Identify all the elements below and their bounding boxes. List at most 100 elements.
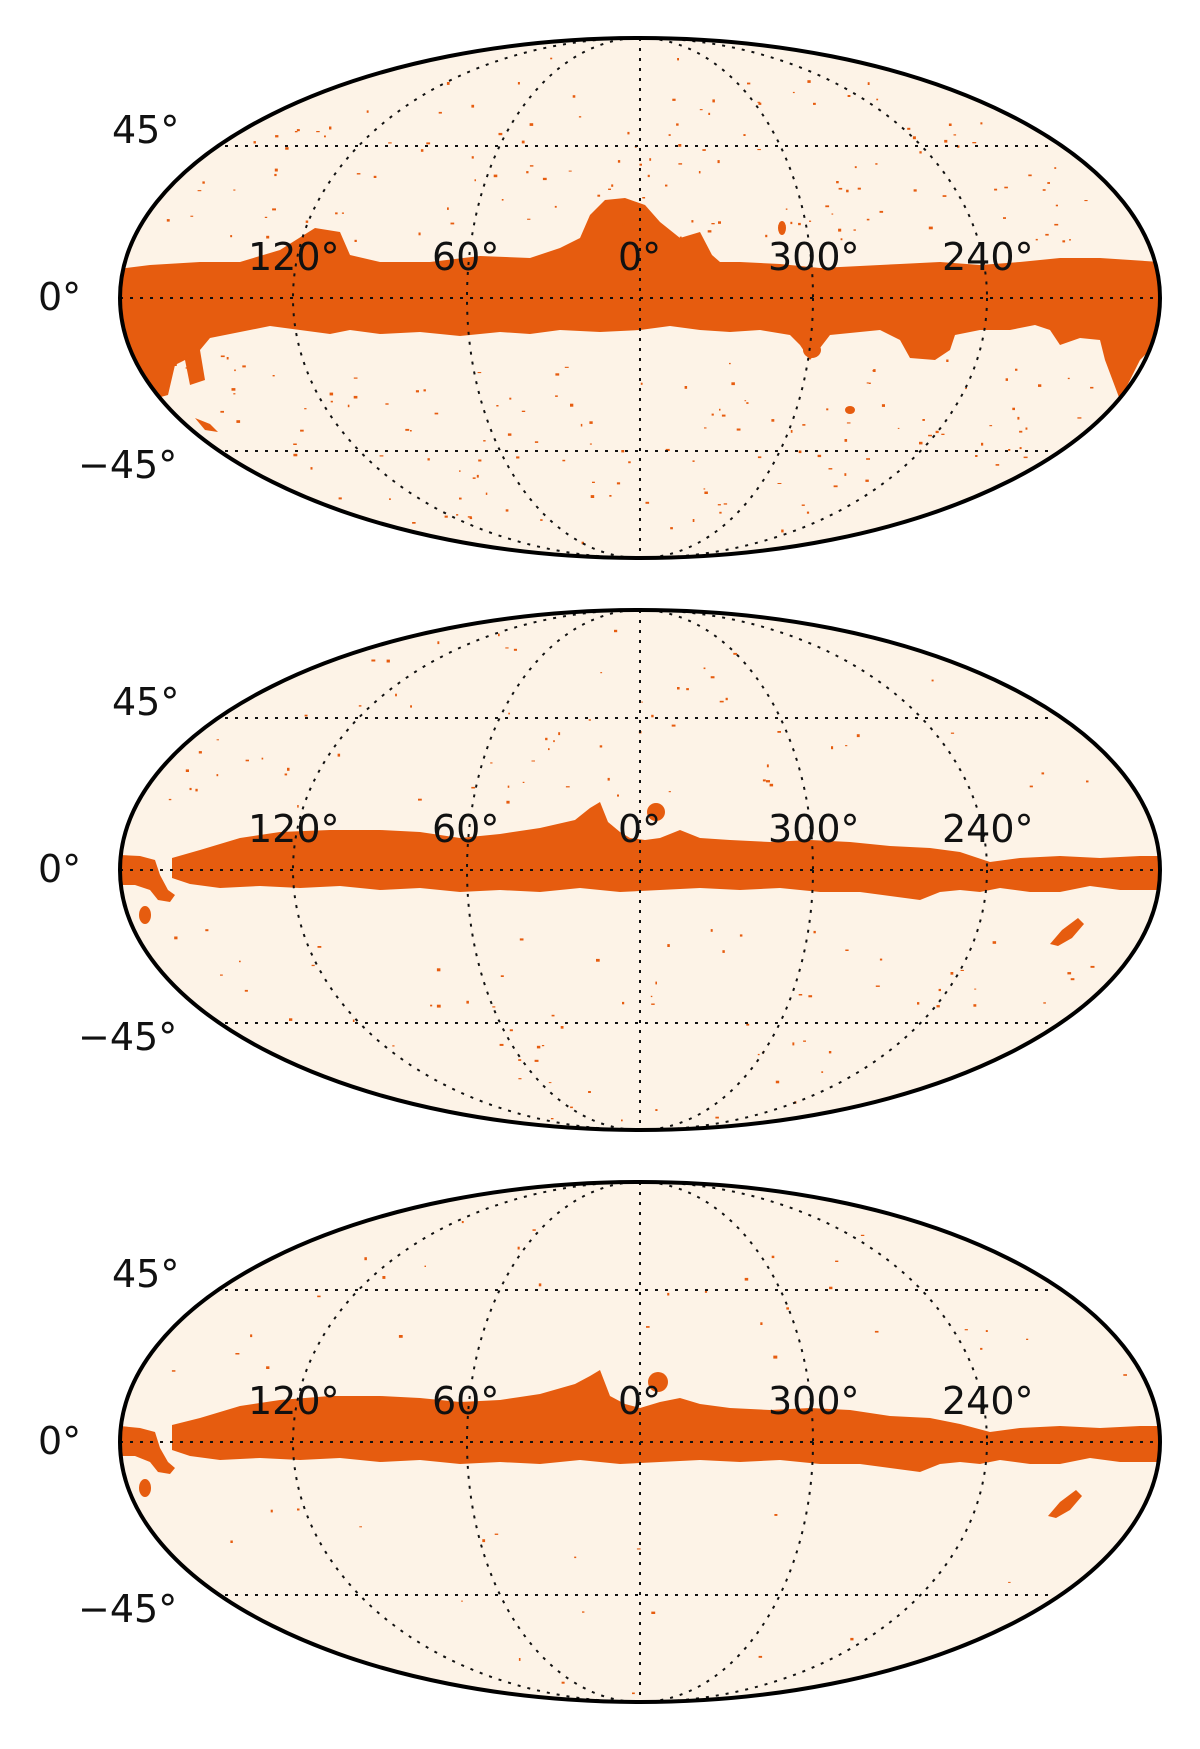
mask-speck — [845, 949, 849, 951]
mask-speck — [721, 414, 726, 417]
mask-speck — [1042, 189, 1046, 191]
lon-label-240: 240° — [942, 235, 1034, 279]
mask-speck — [485, 492, 488, 495]
mask-speck — [507, 785, 510, 788]
mask-speck — [352, 1019, 355, 1022]
mask-speck — [561, 1681, 565, 1684]
mask-speck — [420, 149, 424, 152]
mask-speck — [846, 189, 849, 193]
mask-speck — [707, 230, 712, 233]
mask-blob — [647, 803, 665, 821]
mask-speck — [774, 1514, 778, 1516]
mask-regions — [120, 1370, 1160, 1518]
mask-speck — [436, 1004, 441, 1008]
mask-speck — [831, 213, 834, 215]
mask-speck — [757, 1053, 760, 1056]
mask-speck — [197, 190, 202, 192]
mask-speck — [941, 433, 945, 435]
mask-speck — [771, 419, 775, 422]
mask-speck — [641, 701, 643, 703]
mask-speck — [195, 788, 198, 792]
mask-speck — [833, 485, 838, 488]
mask-speck — [476, 474, 479, 478]
lon-label-60: 60° — [432, 235, 499, 279]
mask-speck — [792, 1042, 795, 1046]
mask-speck — [472, 477, 476, 479]
mask-speck — [518, 1078, 522, 1080]
mask-speck — [828, 468, 833, 470]
mask-speck — [649, 158, 652, 161]
mask-speck — [335, 212, 338, 215]
mask-speck — [676, 123, 679, 126]
mask-blob — [139, 1479, 151, 1497]
lat-label-45: 45° — [112, 108, 179, 152]
mask-speck — [907, 127, 911, 130]
mask-speck — [310, 467, 313, 470]
mask-speck — [641, 235, 644, 239]
mask-speck — [386, 659, 390, 663]
mask-speck — [616, 482, 621, 485]
mask-speck — [490, 762, 493, 764]
mask-speck — [226, 357, 229, 360]
mask-speck — [655, 1109, 658, 1111]
mask-speck — [482, 1539, 486, 1543]
mask-speck — [1090, 965, 1095, 968]
mask-speck — [703, 667, 706, 670]
mask-speck — [560, 1026, 564, 1029]
mask-speck — [385, 403, 389, 405]
mask-speck — [550, 1118, 554, 1120]
mask-speck — [640, 382, 643, 385]
mask-speck — [578, 116, 582, 118]
mask-speck — [879, 210, 884, 213]
mask-speck — [508, 712, 510, 715]
mask-speck — [777, 731, 781, 733]
mask-speck — [264, 216, 268, 218]
mask-speck — [565, 786, 570, 788]
mask-speck — [771, 1255, 775, 1259]
mask-speck — [531, 760, 535, 762]
mask-speck — [434, 412, 439, 415]
mask-speck — [234, 369, 236, 372]
mask-speck — [395, 693, 397, 697]
mask-speck — [671, 724, 676, 727]
mask-speck — [790, 430, 793, 433]
mask-speck — [765, 234, 768, 238]
mask-speck — [1054, 167, 1057, 169]
mask-speck — [838, 228, 842, 232]
mask-speck — [1012, 407, 1015, 411]
mask-speck — [802, 424, 806, 426]
mask-speck — [711, 223, 715, 225]
mask-speck — [538, 1283, 542, 1287]
mask-speck — [506, 800, 510, 804]
mask-speck — [1008, 449, 1011, 451]
mask-speck — [500, 975, 504, 977]
mask-speck — [574, 1556, 577, 1559]
mask-speck — [825, 205, 830, 208]
mask-speck — [293, 443, 297, 445]
mask-speck — [762, 779, 766, 782]
mask-speck — [233, 393, 236, 395]
mask-speck — [220, 974, 223, 976]
mask-speck — [1028, 174, 1032, 177]
mask-speck — [329, 392, 334, 396]
mask-speck — [427, 458, 430, 461]
mask-speck — [646, 1326, 650, 1328]
mask-speck — [233, 189, 236, 191]
mask-speck — [668, 238, 672, 240]
mask-speck — [266, 235, 270, 239]
mask-speck — [517, 1246, 520, 1250]
mask-speck — [781, 529, 784, 533]
mask-speck — [866, 458, 870, 460]
mask-speck — [1090, 386, 1094, 389]
mask-speck — [829, 1286, 833, 1290]
mask-speck — [719, 700, 724, 703]
mask-speck — [879, 958, 883, 961]
mask-speck — [392, 1045, 395, 1047]
mask-speck — [532, 1229, 536, 1231]
mask-blob — [778, 221, 786, 235]
mask-blob — [195, 418, 218, 432]
lon-label-240: 240° — [942, 1379, 1034, 1423]
lon-label-240: 240° — [942, 807, 1034, 851]
mask-speck — [944, 139, 948, 143]
mask-speck — [813, 930, 816, 934]
